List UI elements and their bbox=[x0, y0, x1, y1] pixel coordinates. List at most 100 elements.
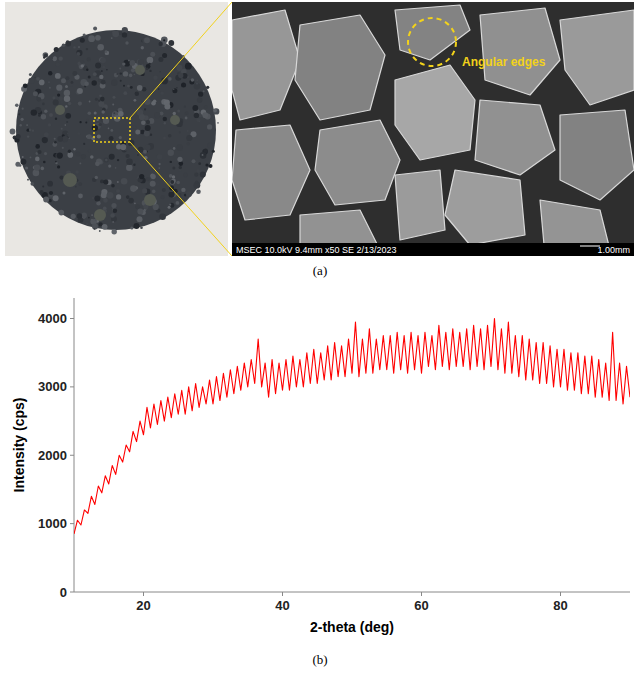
photo bbox=[5, 2, 228, 256]
grain bbox=[195, 181, 198, 184]
grain bbox=[56, 85, 62, 91]
grain bbox=[43, 56, 45, 58]
grain bbox=[198, 162, 201, 165]
grain bbox=[81, 64, 84, 67]
grain bbox=[80, 121, 82, 123]
photo-background bbox=[5, 2, 228, 256]
grain bbox=[179, 166, 182, 169]
grain bbox=[20, 159, 26, 165]
grain bbox=[15, 103, 19, 107]
sem-grain bbox=[480, 8, 560, 95]
grain bbox=[34, 165, 40, 171]
grain bbox=[122, 62, 125, 65]
grain bbox=[187, 130, 189, 132]
x-axis-title: 2-theta (deg) bbox=[310, 619, 394, 635]
sem-grain bbox=[315, 120, 400, 205]
grain bbox=[49, 199, 52, 202]
grain bbox=[78, 182, 82, 186]
grain bbox=[111, 80, 117, 86]
sem-grain bbox=[395, 5, 470, 60]
grain bbox=[173, 147, 176, 150]
grain bbox=[94, 209, 106, 221]
grain bbox=[115, 167, 117, 169]
grain bbox=[150, 133, 153, 136]
grain bbox=[172, 166, 175, 169]
grain bbox=[56, 62, 61, 67]
grain bbox=[128, 198, 134, 204]
grain bbox=[118, 111, 124, 117]
grain bbox=[179, 161, 184, 166]
y-tick-label: 0 bbox=[60, 585, 67, 600]
grain bbox=[206, 86, 209, 89]
grain bbox=[159, 163, 161, 165]
grain bbox=[145, 125, 151, 131]
grain bbox=[108, 165, 111, 168]
grain bbox=[49, 87, 51, 89]
grain bbox=[170, 115, 180, 125]
grain bbox=[71, 81, 74, 84]
grain bbox=[105, 50, 108, 53]
grain bbox=[27, 135, 29, 137]
x-tick bbox=[560, 592, 561, 596]
grain bbox=[20, 124, 22, 126]
grain bbox=[202, 112, 208, 118]
grain bbox=[44, 152, 47, 155]
grain bbox=[97, 119, 99, 121]
grain bbox=[129, 74, 133, 78]
x-tick bbox=[143, 592, 144, 596]
grain bbox=[86, 48, 88, 50]
grain bbox=[196, 83, 198, 85]
grain bbox=[88, 217, 90, 219]
grain bbox=[185, 63, 192, 70]
grain bbox=[97, 134, 101, 138]
grain bbox=[137, 216, 143, 222]
grain bbox=[196, 118, 200, 122]
grain bbox=[192, 159, 196, 163]
grain bbox=[48, 123, 51, 126]
grain bbox=[90, 155, 94, 159]
grain bbox=[196, 169, 200, 173]
grain bbox=[135, 65, 145, 75]
grain bbox=[198, 92, 203, 97]
zoom-box bbox=[94, 118, 130, 142]
grain bbox=[112, 30, 119, 37]
grain bbox=[144, 130, 150, 136]
grain bbox=[99, 94, 102, 97]
grain bbox=[130, 185, 137, 192]
grain bbox=[55, 73, 61, 79]
grain bbox=[202, 154, 204, 156]
grain bbox=[42, 186, 44, 188]
grain bbox=[168, 206, 171, 209]
grain bbox=[186, 135, 192, 141]
grain bbox=[54, 47, 59, 52]
grain bbox=[77, 88, 83, 94]
grain bbox=[54, 141, 57, 144]
grain bbox=[111, 203, 116, 208]
grain bbox=[86, 69, 88, 71]
grain bbox=[159, 71, 161, 73]
grain bbox=[168, 150, 174, 156]
y-tick bbox=[70, 455, 74, 456]
grain bbox=[127, 85, 130, 88]
grain bbox=[47, 181, 53, 187]
grain bbox=[65, 105, 67, 107]
grain bbox=[87, 57, 91, 61]
grain bbox=[75, 152, 80, 157]
grain bbox=[72, 71, 77, 76]
grain bbox=[126, 195, 130, 199]
grain bbox=[173, 88, 175, 90]
grain bbox=[33, 91, 38, 96]
grain bbox=[94, 196, 100, 202]
leader-line bbox=[130, 142, 232, 256]
grain bbox=[86, 223, 89, 226]
grain bbox=[81, 154, 86, 159]
grain bbox=[77, 132, 80, 135]
grain bbox=[68, 102, 72, 106]
grain bbox=[85, 121, 87, 123]
grain bbox=[172, 175, 175, 178]
grain bbox=[48, 81, 50, 83]
grain bbox=[146, 177, 150, 181]
grain bbox=[39, 80, 45, 86]
grain bbox=[78, 194, 83, 199]
panel-label: (b) bbox=[312, 652, 327, 667]
